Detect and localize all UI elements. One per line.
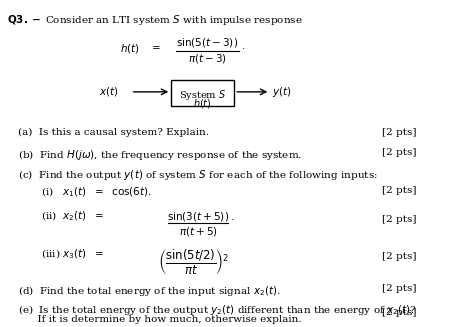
Text: (b)  Find $H(j\omega)$, the frequency response of the system.: (b) Find $H(j\omega)$, the frequency res… xyxy=(18,148,302,162)
Text: (c)  Find the output $y(t)$ of system $S$ for each of the following inputs:: (c) Find the output $y(t)$ of system $S$… xyxy=(18,168,378,182)
Text: $y(t)$: $y(t)$ xyxy=(272,85,292,99)
Text: [2 pts]: [2 pts] xyxy=(382,215,416,224)
Text: (d)  Find the total energy of the input signal $x_2(t)$.: (d) Find the total energy of the input s… xyxy=(18,284,281,298)
Text: (ii)  $x_2(t)$  $=$: (ii) $x_2(t)$ $=$ xyxy=(41,210,103,223)
Text: $\sin(3(t+5))$: $\sin(3(t+5))$ xyxy=(167,210,229,223)
Text: (a)  Is this a causal system? Explain.: (a) Is this a causal system? Explain. xyxy=(18,128,209,137)
Text: [2 pts]: [2 pts] xyxy=(382,284,416,293)
Text: $.$: $.$ xyxy=(230,213,234,222)
Text: [2 pts]: [2 pts] xyxy=(382,308,416,318)
Text: $\pi(t+5)$: $\pi(t+5)$ xyxy=(179,225,218,238)
Text: [2 pts]: [2 pts] xyxy=(382,128,416,137)
Text: $=$: $=$ xyxy=(149,42,160,51)
Text: $x(t)$: $x(t)$ xyxy=(99,85,118,98)
Text: [2 pts]: [2 pts] xyxy=(382,148,416,157)
Text: (i)   $x_1(t)$  $=$  $\cos(6t)$.: (i) $x_1(t)$ $=$ $\cos(6t)$. xyxy=(41,186,152,199)
Text: $h(t)$: $h(t)$ xyxy=(120,42,140,55)
Text: $h(t)$: $h(t)$ xyxy=(193,97,212,110)
Text: $.$: $.$ xyxy=(240,42,245,51)
Text: System $S$: System $S$ xyxy=(179,88,226,102)
Text: $\left(\dfrac{\sin(5t/2)}{\pi t}\right)^{\!2}$: $\left(\dfrac{\sin(5t/2)}{\pi t}\right)^… xyxy=(158,248,228,277)
Text: (e)  Is the total energy of the output $y_2(t)$ different than the energy of $x_: (e) Is the total energy of the output $y… xyxy=(18,302,417,317)
Text: [2 pts]: [2 pts] xyxy=(382,186,416,195)
Text: $\sin(5(t-3))$: $\sin(5(t-3))$ xyxy=(176,36,238,49)
Text: If it is determine by how much, otherwise explain.: If it is determine by how much, otherwis… xyxy=(18,316,301,324)
Text: $\pi(t-3)$: $\pi(t-3)$ xyxy=(188,52,227,65)
Text: [2 pts]: [2 pts] xyxy=(382,251,416,261)
Text: $\mathbf{Q3.-}$ Consider an LTI system $S$ with impulse response: $\mathbf{Q3.-}$ Consider an LTI system $… xyxy=(7,13,303,27)
FancyBboxPatch shape xyxy=(171,80,234,106)
Text: (iii) $x_3(t)$  $=$: (iii) $x_3(t)$ $=$ xyxy=(41,248,103,261)
